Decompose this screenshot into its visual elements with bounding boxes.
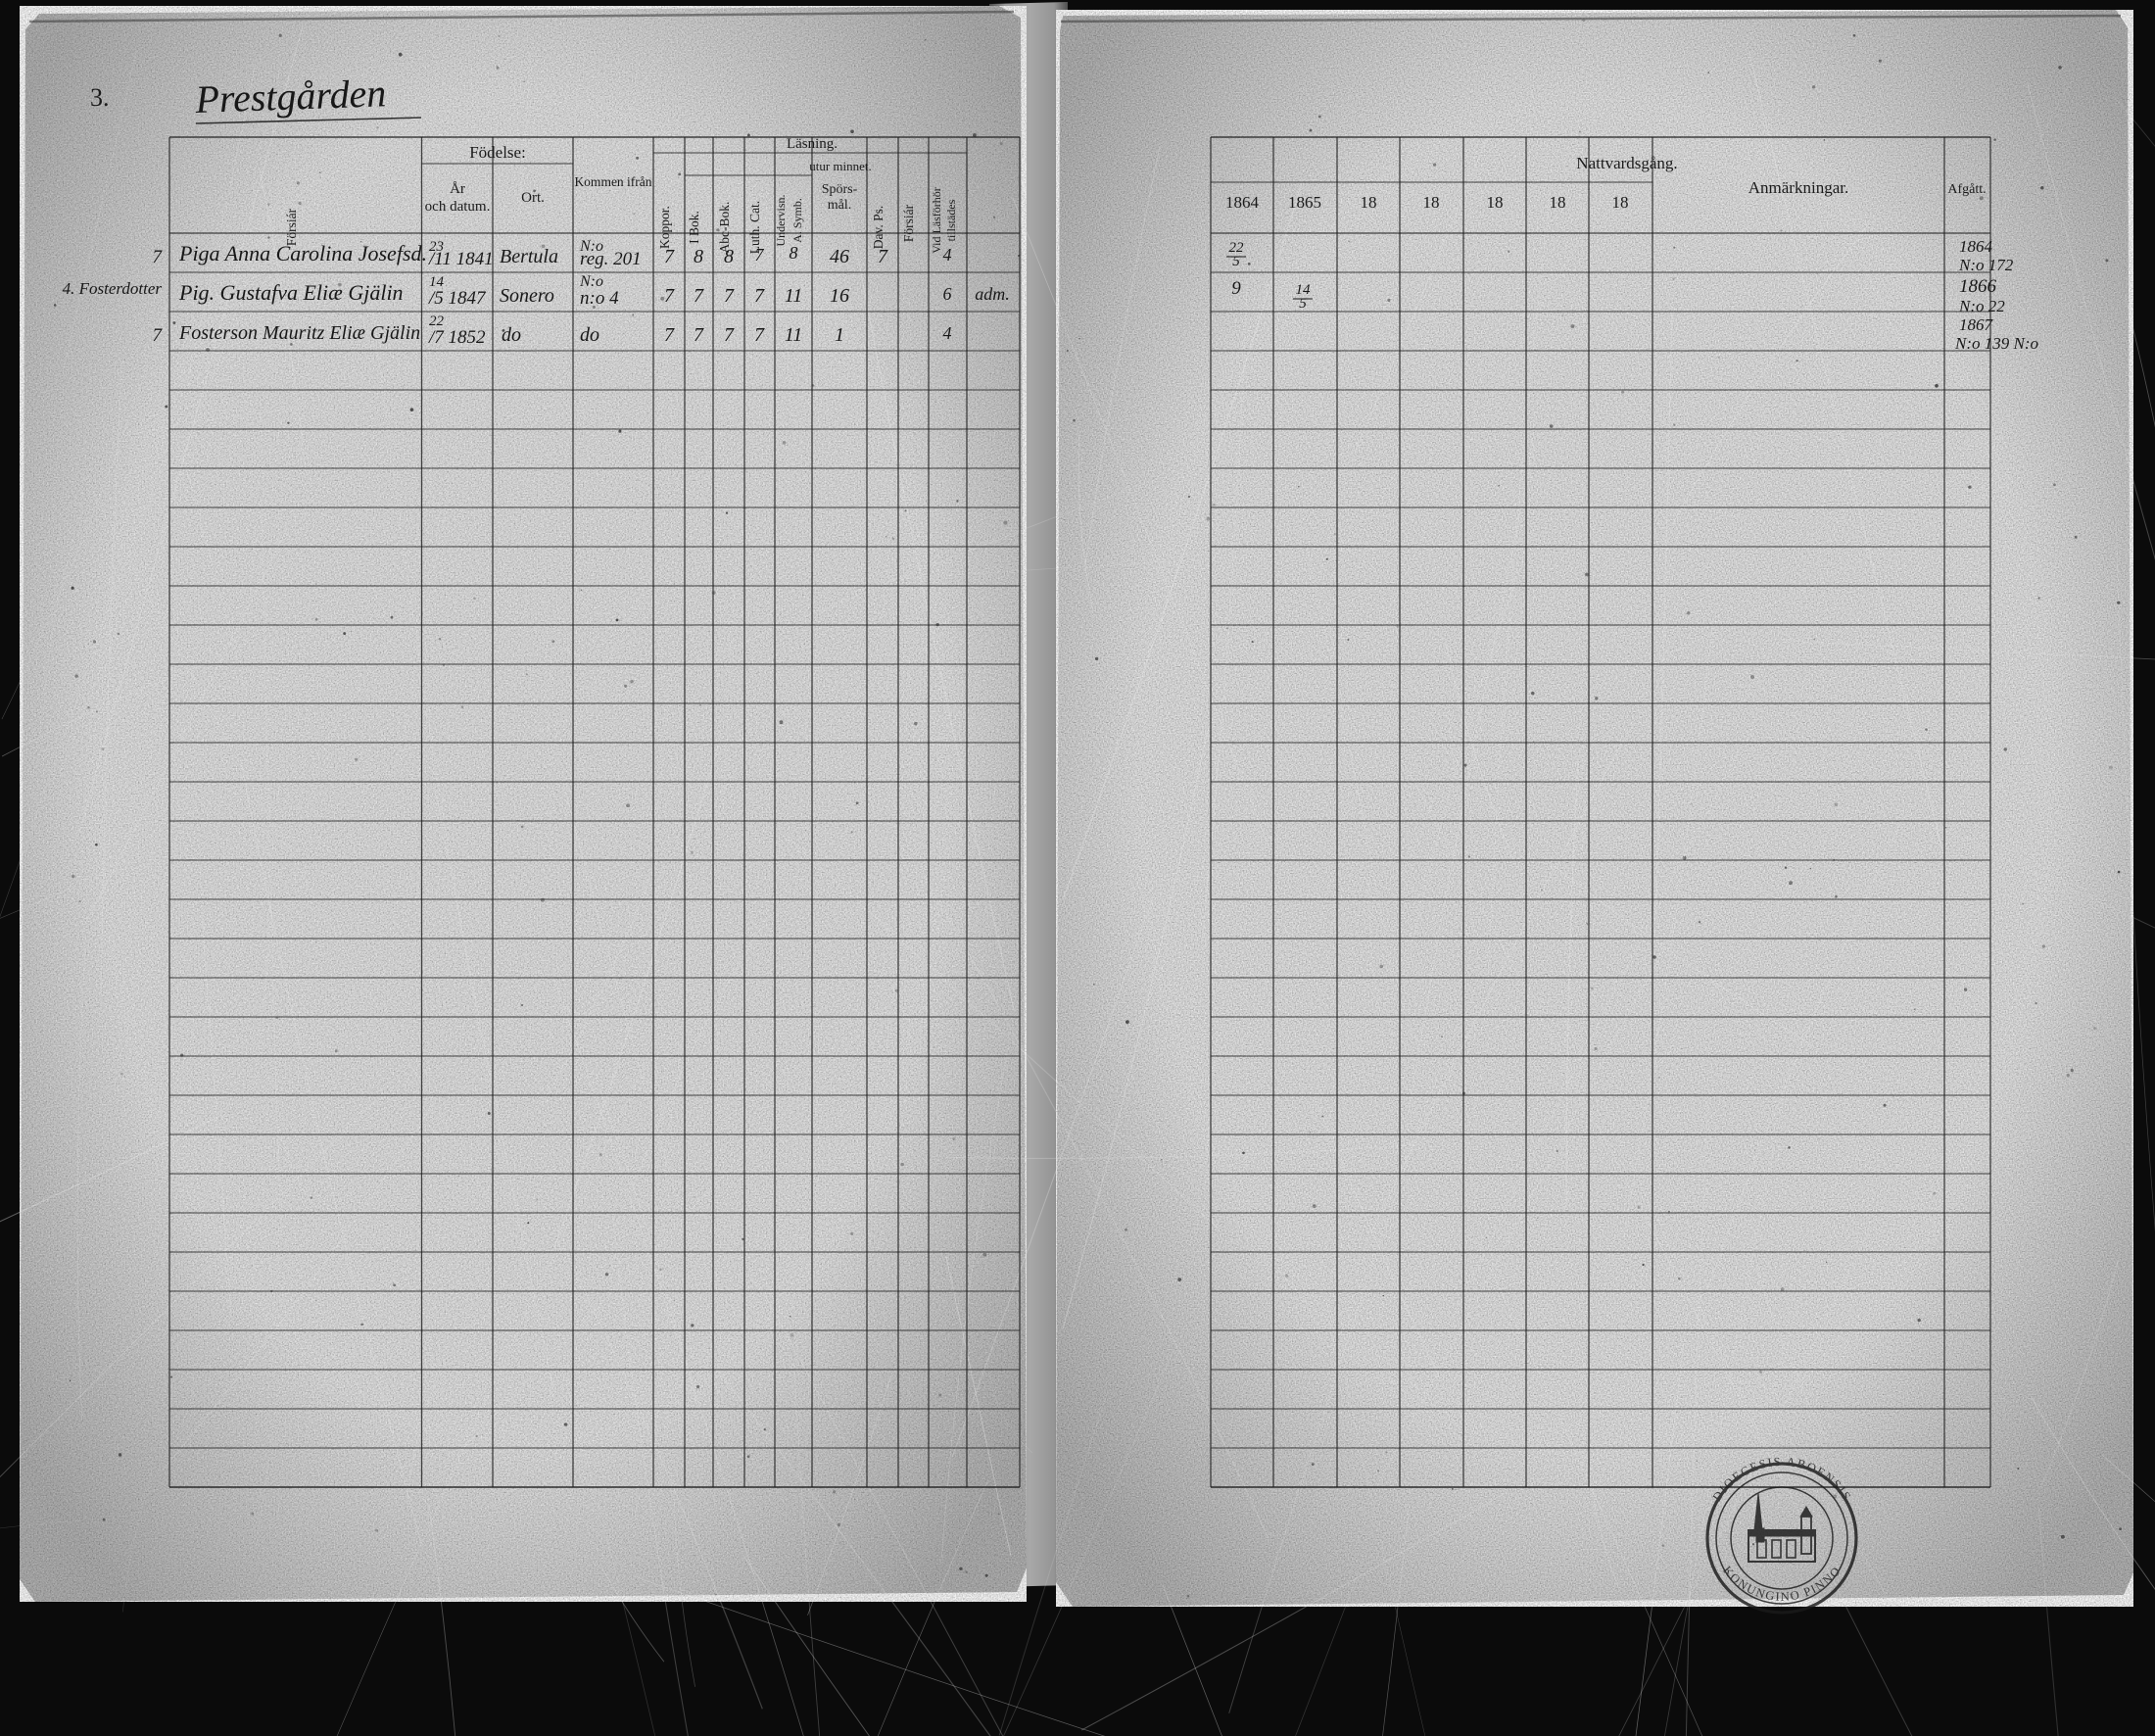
svg-text:8: 8 bbox=[724, 246, 734, 267]
svg-text:1865: 1865 bbox=[1288, 193, 1321, 212]
svg-text:7: 7 bbox=[754, 324, 765, 346]
svg-text:1867: 1867 bbox=[1959, 315, 1994, 334]
svg-text:11: 11 bbox=[785, 324, 803, 346]
svg-text:N:o 22: N:o 22 bbox=[1958, 297, 2005, 315]
svg-text:7: 7 bbox=[724, 285, 735, 307]
svg-text:Spörs-: Spörs- bbox=[822, 182, 858, 197]
svg-text:18: 18 bbox=[1423, 193, 1440, 212]
svg-text:/11 1841: /11 1841 bbox=[428, 249, 494, 269]
svg-text:7: 7 bbox=[694, 324, 704, 346]
svg-text:7: 7 bbox=[694, 285, 704, 307]
svg-text:Födelse:: Födelse: bbox=[469, 143, 526, 162]
svg-text:Anmärkningar.: Anmärkningar. bbox=[1748, 178, 1848, 197]
svg-text:Pig. Gustafva Eliæ Gjälin: Pig. Gustafva Eliæ Gjälin bbox=[178, 280, 404, 305]
svg-text:Ort.: Ort. bbox=[521, 190, 545, 206]
svg-text:Vid Läsförhör: Vid Läsförhör bbox=[930, 187, 943, 254]
svg-text:do: do bbox=[502, 324, 521, 346]
svg-text:Fosterson Mauritz Eliæ Gjälin: Fosterson Mauritz Eliæ Gjälin bbox=[178, 322, 420, 344]
svg-text:18: 18 bbox=[1487, 193, 1504, 212]
svg-text:N:o 139 N:o: N:o 139 N:o bbox=[1954, 334, 2038, 353]
svg-text:3.: 3. bbox=[90, 83, 110, 112]
svg-text:n:o 4: n:o 4 bbox=[580, 288, 619, 309]
svg-text:9: 9 bbox=[1231, 278, 1241, 299]
svg-text:6: 6 bbox=[943, 284, 952, 304]
svg-text:7: 7 bbox=[153, 247, 164, 267]
svg-text:adm.: adm. bbox=[975, 284, 1010, 304]
svg-text:4: 4 bbox=[943, 323, 952, 343]
svg-text:tillstädes: tillstädes bbox=[944, 199, 958, 241]
svg-text:Bertula: Bertula bbox=[500, 246, 558, 267]
svg-text:Läsning.: Läsning. bbox=[787, 136, 838, 152]
svg-text:/7 1852: /7 1852 bbox=[428, 327, 486, 348]
svg-text:16: 16 bbox=[830, 285, 849, 307]
svg-text:1: 1 bbox=[835, 324, 844, 346]
svg-text:Koppor.: Koppor. bbox=[657, 206, 672, 249]
svg-text:46: 46 bbox=[830, 246, 849, 267]
svg-text:Undervisn.: Undervisn. bbox=[774, 195, 788, 247]
svg-text:Dav. Ps.: Dav. Ps. bbox=[871, 206, 886, 250]
svg-text:1864: 1864 bbox=[1959, 237, 1993, 256]
svg-text:4. Fosterdotter: 4. Fosterdotter bbox=[63, 279, 163, 298]
svg-text:do: do bbox=[580, 324, 599, 346]
svg-text:18: 18 bbox=[1612, 193, 1629, 212]
svg-text:Nattvardsgång.: Nattvardsgång. bbox=[1576, 154, 1677, 172]
svg-text:8: 8 bbox=[790, 243, 798, 263]
svg-text:5: 5 bbox=[1232, 254, 1240, 269]
svg-text:7: 7 bbox=[755, 245, 765, 265]
svg-text:18: 18 bbox=[1361, 193, 1377, 212]
svg-text:reg. 201: reg. 201 bbox=[580, 249, 642, 269]
svg-text:Piga Anna Carolina Josefsd.: Piga Anna Carolina Josefsd. bbox=[178, 241, 427, 265]
svg-text:4: 4 bbox=[943, 245, 952, 265]
svg-text:I Bok.: I Bok. bbox=[687, 211, 701, 244]
svg-text:Kommen ifrån: Kommen ifrån bbox=[574, 174, 651, 189]
svg-text:A. Symb.: A. Symb. bbox=[790, 198, 804, 243]
svg-text:11: 11 bbox=[785, 285, 803, 307]
svg-text:Försiár: Försiár bbox=[901, 204, 916, 242]
svg-text:8: 8 bbox=[694, 246, 703, 267]
svg-text:1866: 1866 bbox=[1959, 276, 1997, 297]
svg-text:N:o 172: N:o 172 bbox=[1958, 256, 2014, 274]
svg-text:och datum.: och datum. bbox=[425, 199, 491, 215]
svg-text:7: 7 bbox=[664, 324, 675, 346]
svg-text:7: 7 bbox=[754, 285, 765, 307]
svg-text:/5 1847: /5 1847 bbox=[428, 288, 487, 309]
svg-text:1864: 1864 bbox=[1225, 193, 1260, 212]
svg-text:18: 18 bbox=[1550, 193, 1566, 212]
svg-text:7: 7 bbox=[153, 325, 164, 346]
svg-text:5: 5 bbox=[1299, 296, 1307, 312]
svg-text:Afgått.: Afgått. bbox=[1947, 182, 1986, 197]
svg-text:7: 7 bbox=[664, 285, 675, 307]
svg-text:7: 7 bbox=[878, 246, 888, 267]
svg-text:År: År bbox=[450, 181, 465, 197]
svg-text:mål.: mål. bbox=[828, 198, 852, 213]
svg-text:utur minnet.: utur minnet. bbox=[809, 159, 872, 173]
svg-text:Sonero: Sonero bbox=[500, 285, 554, 307]
svg-text:7: 7 bbox=[724, 324, 735, 346]
svg-text:7: 7 bbox=[664, 246, 675, 267]
svg-text:Prestgården: Prestgården bbox=[194, 71, 387, 121]
